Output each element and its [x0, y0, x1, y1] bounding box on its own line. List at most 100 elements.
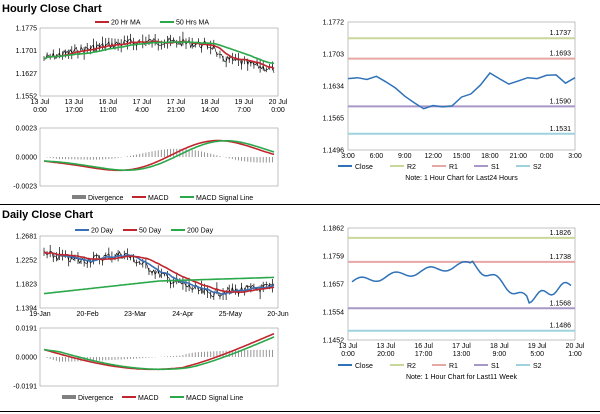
xtick-label: 20 Jul — [566, 343, 585, 350]
legend-label: R1 — [449, 164, 458, 171]
price-ytick-label: 1.1394 — [16, 306, 38, 313]
macd-ytick-label: -0.0023 — [13, 184, 37, 191]
price-xtick-label: 0:00 — [33, 107, 47, 114]
xtick-label: 0:00 — [540, 153, 554, 160]
price-ytick-label: 1.2252 — [16, 258, 38, 265]
ytick-label: 1.1862 — [323, 226, 345, 233]
macd-legend-label: MACD Signal Line — [186, 395, 243, 402]
xtick-label: 20:00 — [377, 351, 395, 358]
ytick-label: 1.1657 — [323, 282, 345, 289]
hourly-left-chart: 20 Hr MA 50 Hrs MA 1.1775 1.1701 1.1627 1.155… — [13, 20, 288, 203]
pivot-label-r2: 1.1737 — [550, 30, 572, 37]
price-ytick-label: 1.1823 — [16, 282, 38, 289]
legend-label: 200 Day — [187, 228, 214, 235]
macd-ytick-label: 0.0023 — [16, 126, 38, 133]
close-line — [347, 72, 576, 110]
legend-label: R2 — [407, 164, 416, 171]
price-xtick-label: 14:00 — [201, 107, 219, 114]
ytick-label: 1.1565 — [323, 116, 345, 123]
pivot-label-s1: 1.1568 — [550, 300, 572, 307]
ytick-label: 1.1772 — [323, 20, 345, 27]
xtick-label: 3:00 — [568, 153, 582, 160]
price-plot-frame — [39, 235, 279, 309]
hourly-right-chart: 1.1772 1.1703 1.1634 1.1565 1.1496 1.1737 1.16… — [323, 20, 582, 183]
macd-signal-line — [43, 336, 275, 371]
macd-line — [43, 139, 275, 172]
ytick-label: 1.1703 — [323, 52, 345, 59]
xtick-label: 17:00 — [415, 351, 433, 358]
price-xtick-label: 18 Jul — [201, 99, 220, 106]
macd-legend-label: Divergence — [88, 195, 124, 202]
ma50-line — [43, 41, 275, 65]
legend-label: S1 — [491, 164, 500, 171]
xtick-label: 13 Jul — [339, 343, 358, 350]
price-xtick-label: 20 Jul — [269, 99, 288, 106]
price-xtick-label: 25-May — [219, 311, 243, 318]
chart-note: Note: 1 Hour Chart for Last11 Week — [406, 374, 518, 381]
legend-swatch — [62, 395, 76, 399]
legend-label: S2 — [533, 363, 542, 370]
price-ytick-label: 1.1627 — [16, 71, 38, 78]
xtick-label: 18:00 — [481, 153, 499, 160]
price-xtick-label: 17 Jul — [167, 99, 186, 106]
price-xtick-label: 16 Jul — [99, 99, 118, 106]
price-plot-frame — [39, 27, 279, 97]
price-xtick-label: 17:00 — [65, 107, 83, 114]
macd-legend-label: MACD — [138, 395, 159, 402]
macd-plot-frame — [39, 327, 279, 387]
xtick-label: 9:00 — [493, 351, 507, 358]
legend-label: 20 Hr MA — [111, 20, 141, 27]
price-xtick-label: 19-Jan — [29, 311, 51, 318]
xtick-label: 21:00 — [509, 153, 527, 160]
price-xtick-label: 7:00 — [237, 107, 251, 114]
daily-left-chart: 20 Day 50 Day 200 Day 1.2681 1.2252 1.1823 1.1… — [13, 228, 289, 403]
price-ytick-label: 1.1701 — [16, 48, 38, 55]
price-xtick-label: 20-Jun — [267, 311, 289, 318]
macd-ytick-label: -0.0191 — [13, 384, 37, 391]
legend-label: S2 — [533, 164, 542, 171]
macd-legend-label: MACD — [148, 195, 169, 202]
macd-ytick-label: 0.0191 — [16, 326, 38, 333]
plot-frame — [347, 21, 576, 151]
pivot-label-r1: 1.1738 — [550, 254, 572, 261]
xtick-label: 17 Jul — [452, 343, 471, 350]
daily-right-chart: 1.1862 1.1759 1.1657 1.1554 1.1452 1.1826 1.17… — [323, 226, 585, 382]
legend-label: 50 Hrs MA — [176, 20, 209, 27]
ma50-line — [43, 251, 275, 294]
xtick-label: 19 Jul — [528, 343, 547, 350]
price-xtick-label: 21:00 — [167, 107, 185, 114]
hourly-title: Hourly Close Chart — [2, 3, 102, 15]
price-xtick-label: 4:00 — [135, 107, 149, 114]
xtick-label: 15:00 — [453, 153, 471, 160]
legend-label: R1 — [449, 363, 458, 370]
legend-label: 20 Day — [91, 228, 114, 235]
xtick-label: 13:00 — [453, 351, 471, 358]
xtick-label: 6:00 — [370, 153, 384, 160]
xtick-label: 16 Jul — [414, 343, 433, 350]
ytick-label: 1.1496 — [323, 148, 345, 155]
macd-ytick-label: 0.0000 — [16, 355, 38, 362]
xtick-label: 13 Jul — [376, 343, 395, 350]
xtick-label: 9:00 — [398, 153, 412, 160]
legend-label: Close — [355, 363, 373, 370]
price-ytick-label: 1.1775 — [16, 26, 38, 33]
price-xtick-label: 0:00 — [271, 107, 285, 114]
price-ytick-label: 1.1552 — [16, 94, 38, 101]
pivot-label-s2: 1.1486 — [550, 323, 572, 330]
xtick-label: 18 Jul — [490, 343, 509, 350]
legend-label: 50 Day — [139, 228, 162, 235]
macd-legend-label: MACD Signal Line — [196, 195, 253, 202]
pivot-label-s2: 1.1531 — [550, 126, 572, 133]
price-xtick-label: 23-Mar — [124, 311, 147, 318]
price-xtick-label: 17 Jul — [133, 99, 152, 106]
price-xtick-label: 13 Jul — [65, 99, 84, 106]
price-xtick-label: 13 Jul — [31, 99, 50, 106]
xtick-label: 5:00 — [530, 351, 544, 358]
legend-label: R2 — [407, 363, 416, 370]
legend-swatch — [72, 195, 86, 199]
ytick-label: 1.1452 — [323, 338, 345, 345]
price-xtick-label: 20-Feb — [77, 311, 99, 318]
macd-legend-label: Divergence — [78, 395, 114, 402]
close-line — [351, 260, 572, 304]
ma200-line — [43, 276, 274, 295]
